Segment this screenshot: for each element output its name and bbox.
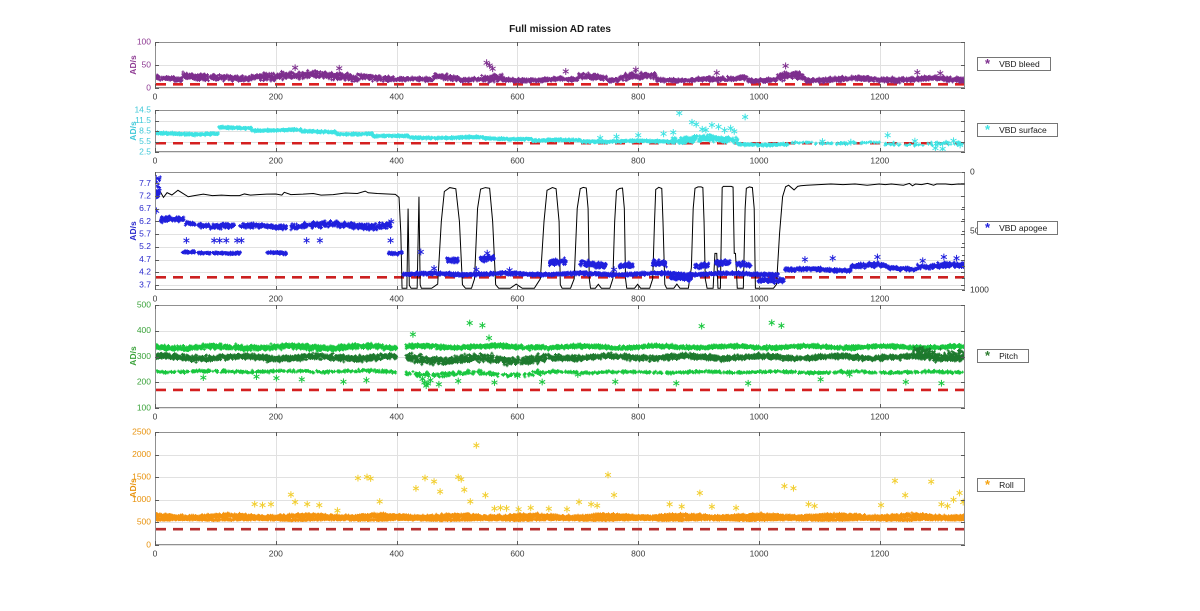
legend-label: VBD bleed xyxy=(999,59,1040,69)
legend-label: Roll xyxy=(999,480,1014,490)
ylabel-vbd-bleed: AD/s xyxy=(128,55,138,75)
ylabel-vbd-surface: AD/s xyxy=(128,121,138,141)
legend-vbd-surface[interactable]: * VBD surface xyxy=(977,123,1058,137)
asterisk-marker-icon: * xyxy=(985,348,991,363)
asterisk-marker-icon: * xyxy=(985,122,991,137)
asterisk-marker-icon: * xyxy=(985,56,991,71)
legend-label: VBD surface xyxy=(999,125,1047,135)
asterisk-marker-icon: * xyxy=(985,220,991,235)
chart-title: Full mission AD rates xyxy=(509,24,611,35)
ylabel-pitch: AD/s xyxy=(128,346,138,366)
legend-vbd-bleed[interactable]: * VBD bleed xyxy=(977,57,1051,71)
ylabel-vbd-apogee: AD/s xyxy=(128,221,138,241)
legend-label: VBD apogee xyxy=(999,223,1048,233)
legend-label: Pitch xyxy=(999,351,1018,361)
ylabel-roll: AD/s xyxy=(128,478,138,498)
legend-roll[interactable]: * Roll xyxy=(977,478,1025,492)
asterisk-marker-icon: * xyxy=(985,477,991,492)
legend-vbd-apogee[interactable]: * VBD apogee xyxy=(977,220,1059,235)
legend-pitch[interactable]: * Pitch xyxy=(977,349,1029,363)
